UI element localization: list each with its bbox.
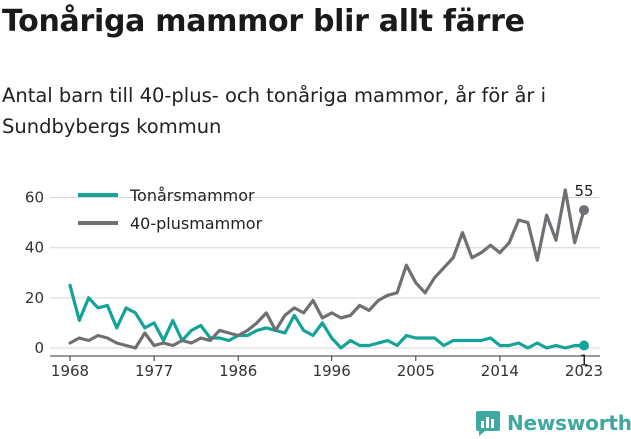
x-tick-label: 2014 bbox=[481, 362, 519, 380]
series-end-label-1: 55 bbox=[574, 182, 593, 200]
x-tick-label: 2023 bbox=[565, 362, 603, 380]
y-axis-ticks: 0 20 40 60 bbox=[25, 189, 44, 357]
series-line-1 bbox=[68, 188, 586, 350]
legend: Tonårsmammor 40-plusmammor bbox=[78, 186, 263, 233]
series-end-marker-0 bbox=[579, 340, 589, 351]
y-tick-label: 0 bbox=[34, 339, 44, 357]
x-tick-label: 2005 bbox=[397, 362, 435, 380]
y-tick-label: 40 bbox=[25, 239, 44, 257]
x-tick-label: 1996 bbox=[313, 362, 351, 380]
legend-label-0: Tonårsmammor bbox=[129, 186, 255, 205]
x-tick-label: 1977 bbox=[135, 362, 173, 380]
x-tick-label: 1986 bbox=[219, 362, 257, 380]
y-tick-label: 20 bbox=[25, 289, 44, 307]
x-tick-label: 1968 bbox=[51, 362, 89, 380]
series-end-marker-1 bbox=[579, 205, 589, 216]
chart-title: Tonåriga mammor blir allt färre bbox=[2, 4, 525, 39]
y-tick-label: 60 bbox=[25, 189, 44, 207]
gridlines bbox=[50, 197, 600, 349]
brand-name: Newsworthy bbox=[507, 411, 631, 435]
newsworthy-logo-icon bbox=[476, 411, 500, 436]
legend-label-1: 40-plusmammor bbox=[130, 214, 263, 233]
brand-logo: Newsworthy bbox=[475, 408, 631, 438]
series-line-0 bbox=[68, 283, 586, 350]
series-lines: 1 55 bbox=[68, 182, 594, 369]
series-end-label-0: 1 bbox=[579, 351, 589, 369]
chart-subtitle: Antal barn till 40-plus- och tonåriga ma… bbox=[2, 84, 547, 138]
x-axis: 1968 1977 1986 1996 2005 2014 2023 bbox=[50, 355, 603, 380]
